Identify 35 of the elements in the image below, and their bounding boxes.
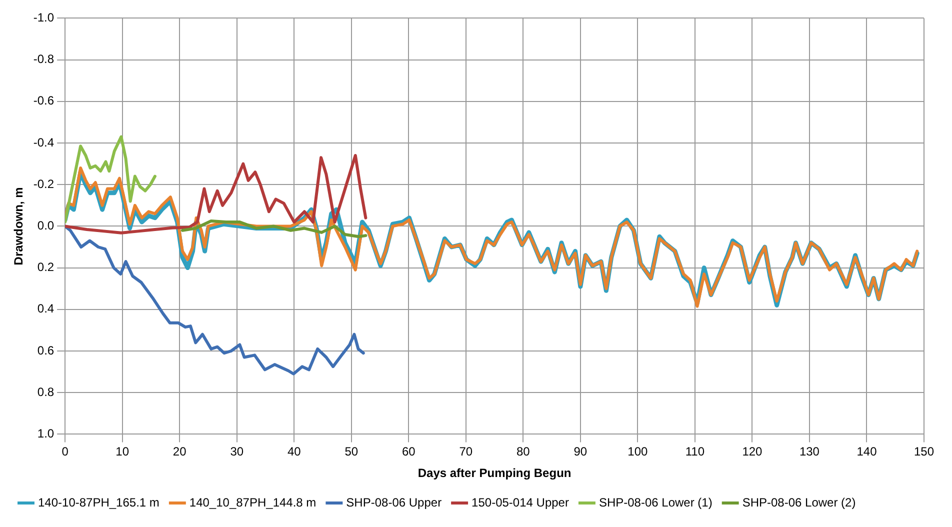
legend-label: SHP-08-06 Lower (2) (742, 495, 856, 510)
x-tick-label: 140 (856, 444, 878, 459)
legend-label: 140_10_87PH_144.8 m (189, 495, 316, 510)
x-tick-label: 80 (516, 444, 530, 459)
legend-label: SHP-08-06 Lower (1) (598, 495, 712, 510)
y-tick-label: 0.4 (37, 302, 54, 316)
x-tick-label: 0 (62, 444, 69, 459)
x-tick-label: 60 (402, 444, 416, 459)
y-tick-label: 0.0 (37, 218, 54, 233)
y-tick-label: 0.6 (37, 343, 54, 358)
legend-label: SHP-08-06 Upper (346, 495, 442, 510)
x-tick-label: 30 (230, 444, 244, 459)
x-tick-label: 50 (344, 444, 358, 459)
legend-label: 150-05-014 Upper (472, 495, 569, 510)
y-axis-title: Drawdown, m (12, 187, 26, 266)
y-tick-label: -0.6 (33, 94, 54, 108)
x-tick-label: 70 (459, 444, 473, 459)
y-tick-label: -0.4 (33, 135, 54, 150)
legend-label: 140-10-87PH_165.1 m (38, 495, 160, 510)
y-tick-label: -1.0 (33, 10, 54, 25)
x-tick-label: 10 (116, 444, 130, 459)
y-tick-label: 0.8 (37, 384, 54, 399)
y-tick-label: 1.0 (37, 426, 54, 441)
x-tick-label: 130 (799, 444, 820, 459)
y-tick-label: 0.2 (37, 260, 54, 274)
x-tick-label: 100 (628, 444, 648, 459)
x-tick-label: 40 (287, 444, 302, 459)
y-tick-label: -0.8 (33, 52, 54, 66)
x-tick-label: 150 (914, 444, 934, 459)
x-tick-label: 90 (574, 444, 588, 459)
x-axis-title: Days after Pumping Begun (418, 466, 572, 480)
y-tick-label: -0.2 (33, 176, 54, 191)
x-tick-label: 110 (685, 444, 705, 459)
x-tick-label: 20 (172, 444, 187, 459)
x-tick-label: 120 (742, 444, 763, 459)
